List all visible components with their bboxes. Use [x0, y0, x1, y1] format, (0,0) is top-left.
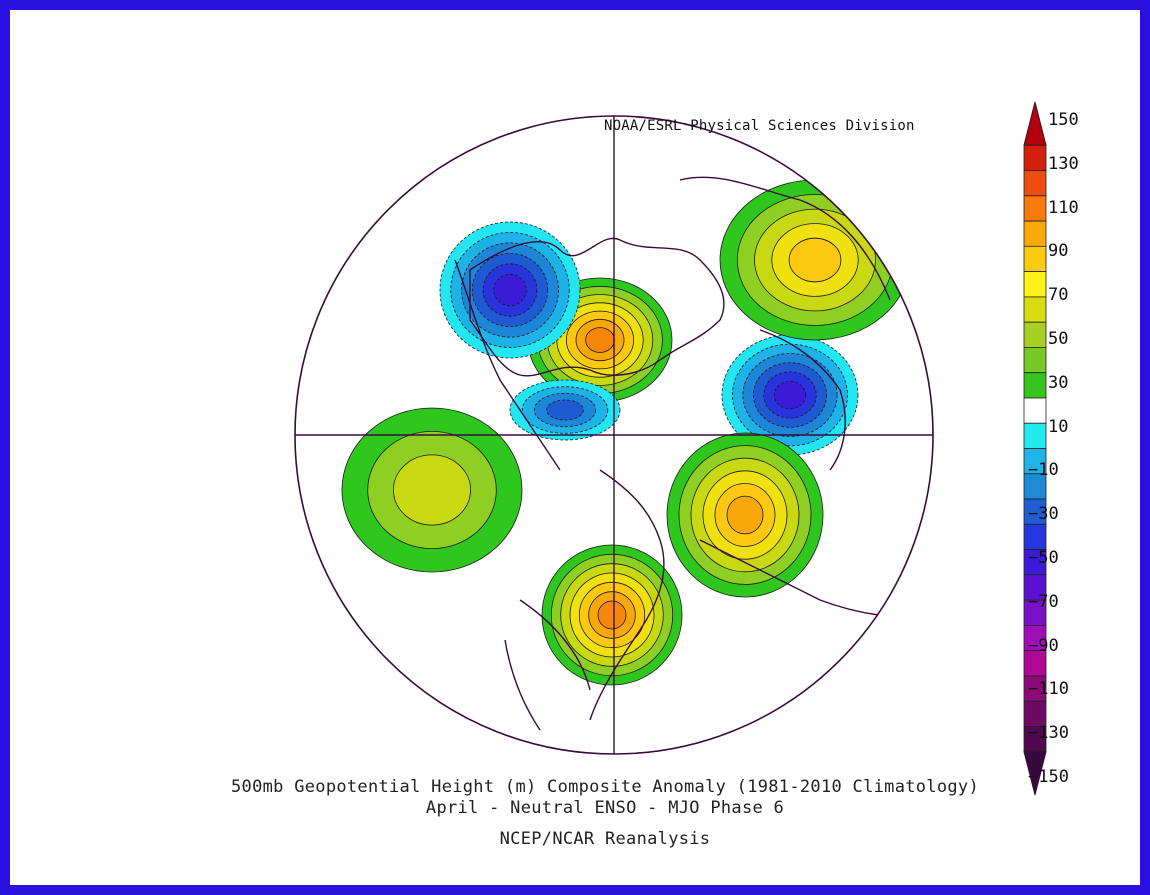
colorbar-tick-label: 150: [1048, 110, 1079, 130]
colorbar-tick-label: −10: [1028, 460, 1059, 481]
colorbar-segment: [1023, 321, 1047, 348]
colorbar-segment: [1023, 296, 1047, 323]
colorbar-segment: [1023, 170, 1047, 197]
caption-subtitle: April - Neutral ENSO - MJO Phase 6: [425, 798, 785, 818]
colorbar-tick-label: 50: [1048, 329, 1069, 349]
anomaly-negative: [509, 379, 621, 441]
colorbar-tick-label: −130: [1028, 723, 1069, 744]
caption-source: NCEP/NCAR Reanalysis: [499, 829, 711, 849]
anomaly-positive: [341, 407, 523, 573]
colorbar-tick-label: 130: [1048, 153, 1079, 174]
coastlines: [454, 176, 931, 731]
map-boundary: [294, 115, 934, 755]
colorbar-tick-label: −150: [1028, 767, 1069, 787]
colorbar-tick-label: 30: [1048, 372, 1069, 393]
anomaly-positive: [541, 544, 683, 686]
colorbar-tick-label: 70: [1048, 285, 1069, 306]
colorbar-tick-label: 110: [1048, 197, 1079, 218]
colorbar-arrow-top: [1023, 101, 1047, 146]
colorbar-segment: [1023, 523, 1047, 550]
colorbar-tick-label: −110: [1028, 679, 1069, 700]
colorbar-tick-label: −50: [1028, 548, 1059, 568]
colorbar-segment: [1023, 397, 1047, 424]
anomaly-negative: [721, 334, 859, 456]
anomaly-positive: [666, 432, 824, 598]
colorbar-tick-label: 90: [1048, 241, 1069, 262]
caption-title: 500mb Geopotential Height (m) Composite …: [231, 777, 979, 797]
colorbar-segment: [1023, 271, 1047, 298]
anomaly-negative: [439, 221, 581, 359]
colorbar-tick-label: −30: [1028, 504, 1059, 525]
credit-text: NOAA/ESRL Physical Sciences Division: [604, 118, 915, 134]
anomaly-contours: [341, 179, 911, 686]
colorbar-tick-label: 10: [1048, 416, 1069, 437]
colorbar-segment: [1023, 245, 1047, 273]
colorbar-segment: [1023, 220, 1047, 247]
graticule: [295, 116, 933, 754]
colorbar: [1023, 101, 1047, 796]
colorbar-tick-label: −90: [1028, 635, 1059, 656]
colorbar-segment: [1023, 372, 1047, 399]
colorbar-segment: [1023, 144, 1047, 172]
colorbar-segment: [1023, 346, 1047, 374]
colorbar-segment: [1023, 422, 1047, 449]
colorbar-tick-label: −70: [1028, 591, 1059, 612]
colorbar-segment: [1023, 195, 1047, 222]
colorbar-arrow-bottom: [1023, 751, 1047, 796]
